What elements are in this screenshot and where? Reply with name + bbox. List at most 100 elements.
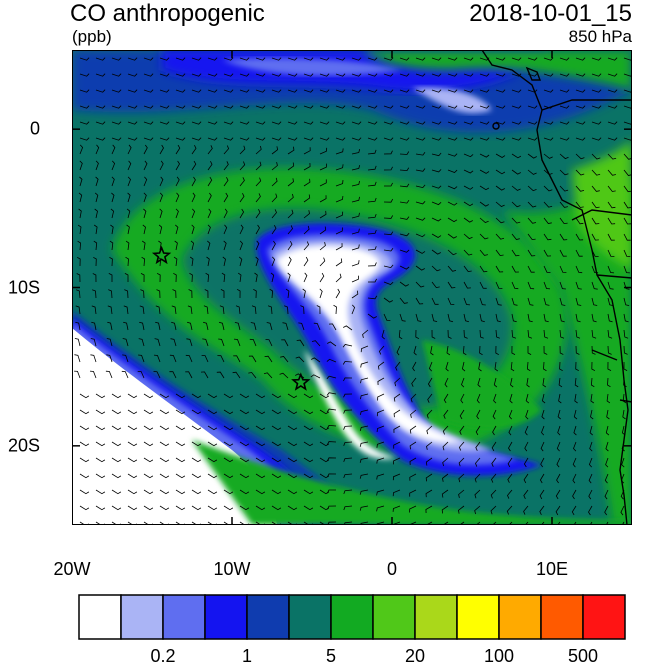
wind-barb (474, 505, 481, 515)
wind-barb (413, 345, 417, 356)
wind-barb (523, 473, 529, 484)
wind-barb (575, 89, 586, 93)
wind-barb (479, 201, 489, 207)
wind-barb (571, 505, 577, 516)
wind-barb (431, 73, 442, 77)
wind-barb (479, 265, 488, 273)
wind-barb (223, 473, 234, 479)
wind-barb (94, 192, 99, 203)
wind-barb (191, 409, 202, 415)
wind-barb (409, 505, 417, 513)
wind-barb (442, 425, 449, 435)
wind-barb (607, 137, 618, 141)
wind-barb (507, 457, 513, 468)
wind-barb (459, 409, 465, 420)
wind-barb (539, 505, 545, 515)
colorbar-box (78, 594, 122, 640)
wind-barb (169, 354, 177, 363)
wind-barb (303, 393, 314, 399)
wind-barb (93, 224, 98, 235)
wind-barb (383, 137, 394, 141)
wind-barb (127, 489, 138, 495)
wind-barb (287, 425, 298, 431)
wind-barb (255, 240, 260, 251)
wind-barb (377, 393, 385, 401)
wind-barb (447, 297, 455, 305)
wind-barb (394, 377, 401, 387)
wind-barb (431, 249, 441, 255)
wind-barb (271, 193, 278, 203)
wind-barb (495, 329, 500, 339)
wind-barb (524, 521, 529, 525)
wind-barb (399, 151, 410, 155)
wind-barb (239, 224, 244, 235)
wind-barb (74, 370, 81, 379)
wind-barb (411, 377, 417, 387)
wind-barb (543, 281, 551, 290)
wind-barb (575, 313, 581, 323)
wind-barb (559, 297, 566, 306)
wind-barb (399, 216, 410, 220)
wind-barb (271, 225, 277, 235)
wind-barb (127, 89, 138, 93)
wind-barb (524, 425, 529, 436)
wind-barb (106, 354, 113, 363)
wind-barb (523, 505, 529, 515)
wind-barb (204, 289, 209, 299)
wind-barb (458, 505, 465, 514)
wind-barb (458, 441, 465, 451)
wind-barb (203, 305, 209, 315)
wind-barb (319, 163, 327, 171)
wind-barb (589, 441, 593, 452)
wind-barb (589, 521, 593, 525)
units-label: (ppb) (72, 27, 112, 46)
wind-barb (539, 473, 545, 484)
wind-barb (111, 425, 122, 431)
wind-barb (207, 441, 218, 447)
wind-barb (591, 329, 597, 339)
wind-barb (111, 121, 122, 125)
wind-barb (367, 213, 377, 219)
wind-barb (207, 393, 218, 399)
wind-barb (479, 137, 490, 141)
wind-barb (207, 89, 218, 93)
wind-barb (447, 105, 458, 109)
wind-barb (527, 329, 533, 339)
wind-barb (141, 240, 146, 251)
wind-barb (409, 473, 417, 481)
wind-barb (143, 121, 154, 125)
wind-barb (287, 146, 295, 155)
wind-barb (511, 137, 522, 141)
wind-barb (201, 355, 209, 363)
wind-barb (495, 121, 506, 125)
wind-barb (415, 57, 426, 61)
wind-barb (223, 161, 229, 171)
wind-barb (185, 354, 193, 363)
wind-barb (111, 176, 115, 187)
wind-barb (393, 409, 401, 418)
wind-barb (223, 73, 234, 77)
wind-barb (409, 489, 417, 497)
wind-barb (255, 224, 260, 235)
wind-barb (511, 329, 517, 339)
wind-barb (591, 169, 601, 176)
wind-barb (159, 393, 170, 399)
wind-barb (138, 354, 145, 363)
wind-barb (111, 409, 122, 415)
wind-barb (575, 73, 586, 77)
wind-barb (415, 152, 426, 156)
wind-barb (431, 137, 442, 141)
wind-barb (463, 153, 474, 158)
wind-barb (367, 229, 377, 235)
wind-barb (79, 176, 83, 187)
wind-barb (207, 137, 218, 141)
wind-barb (303, 178, 311, 187)
wind-barb (191, 505, 202, 511)
wind-barb (367, 57, 378, 61)
wind-barb (479, 313, 485, 323)
wind-barb (205, 272, 210, 283)
wind-barb (342, 361, 353, 365)
wind-barb (446, 345, 451, 356)
wind-barb (479, 281, 487, 289)
wind-barb (623, 105, 632, 109)
